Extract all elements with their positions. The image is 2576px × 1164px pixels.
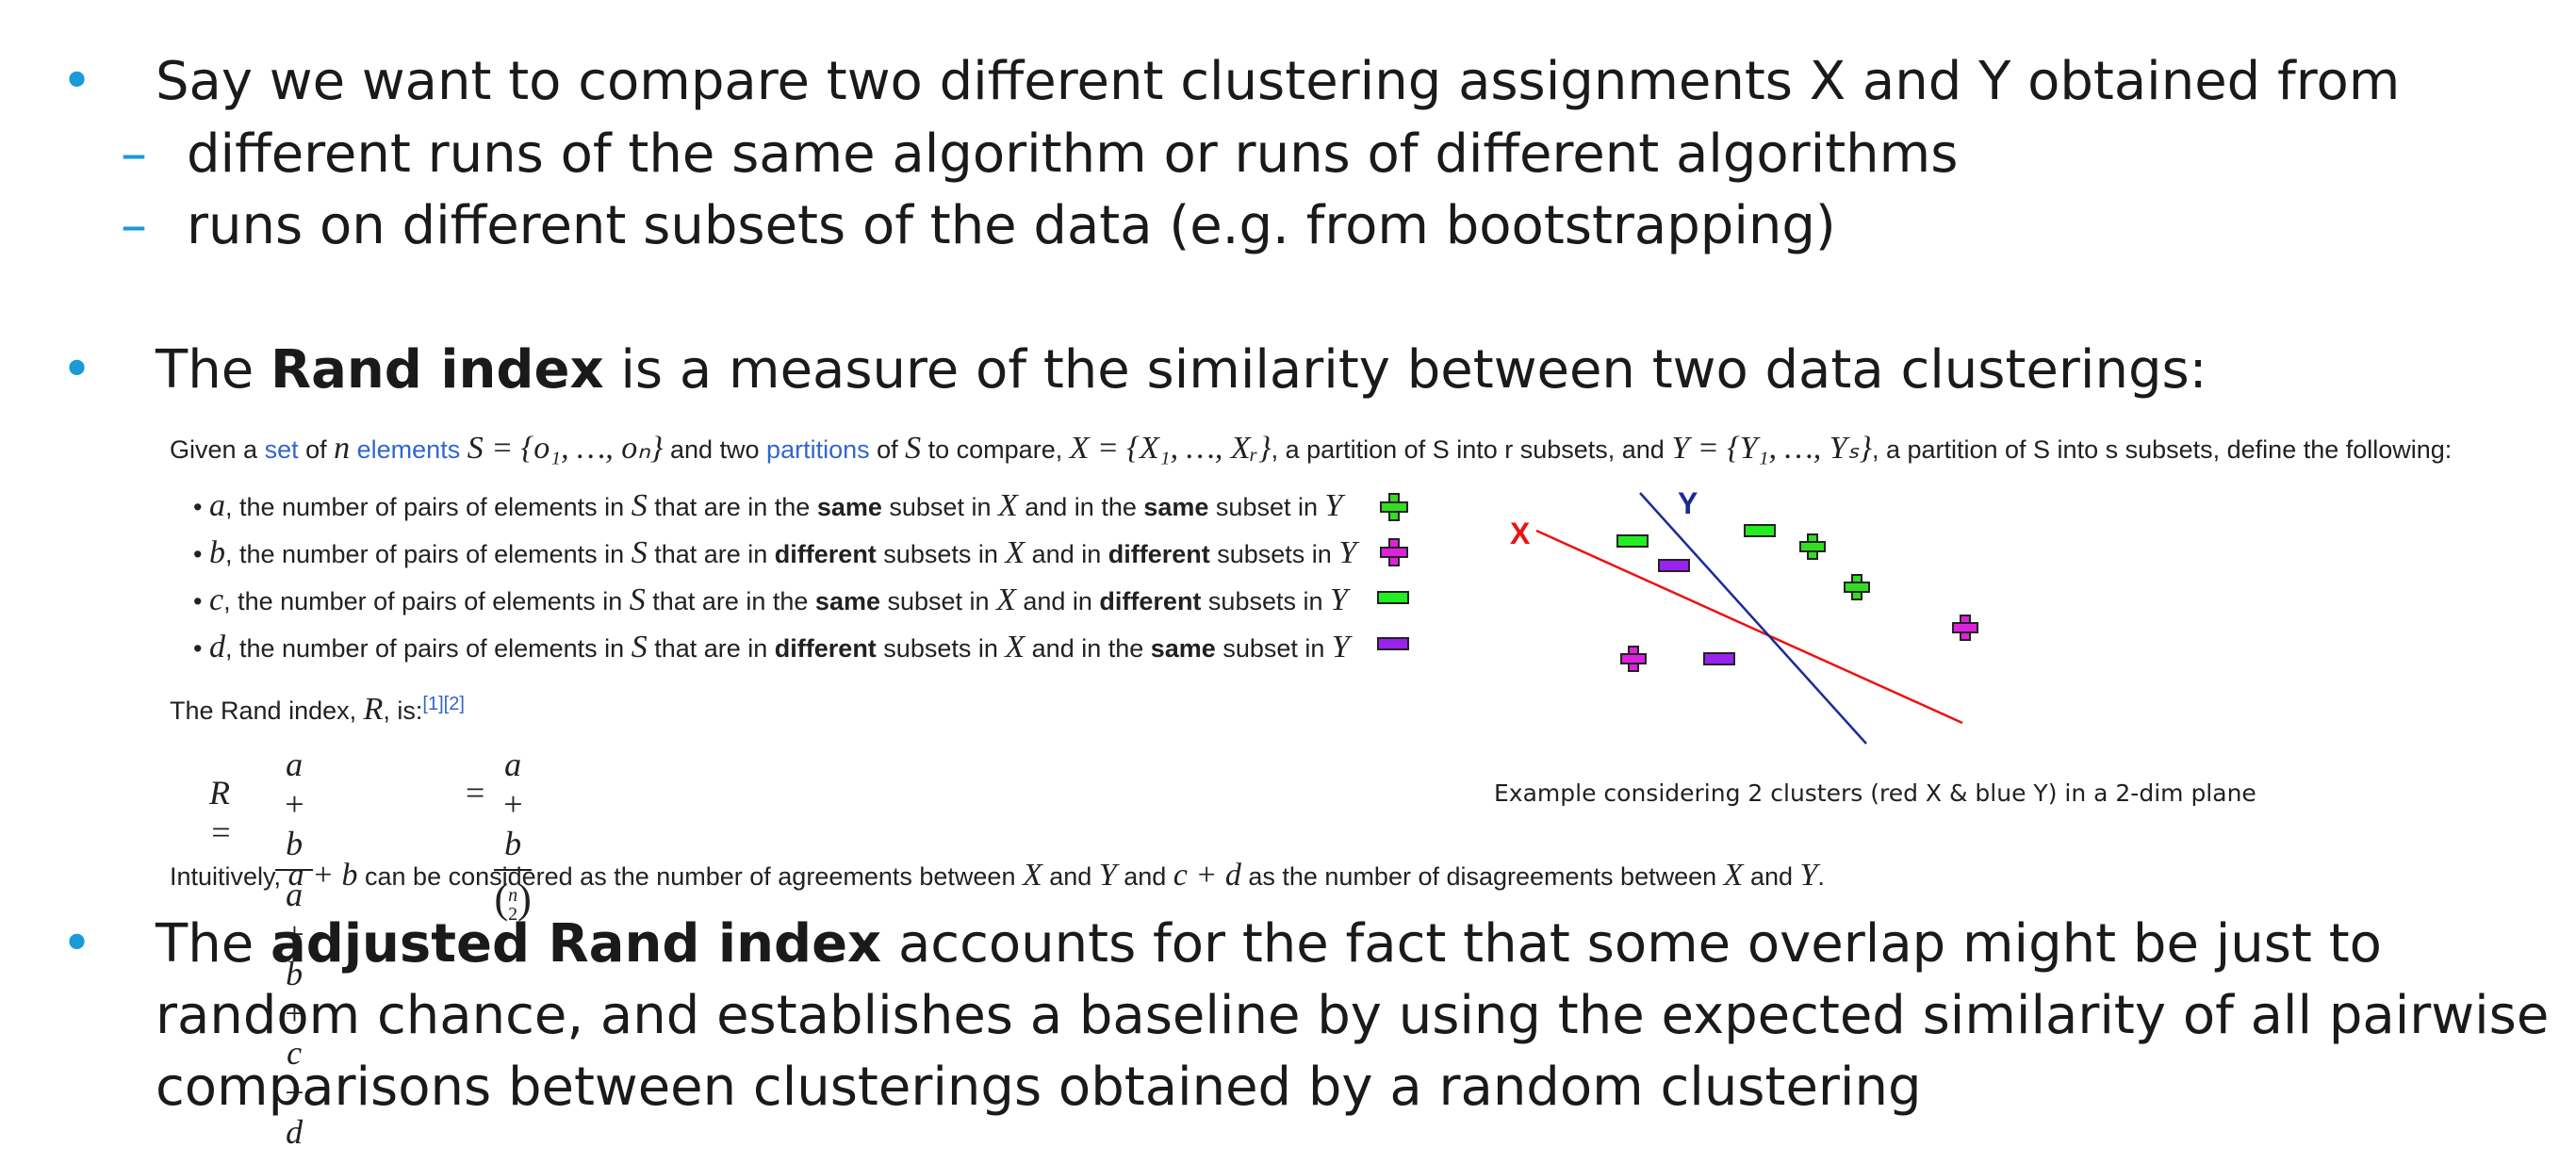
math-R: R xyxy=(363,692,384,727)
sub-bullet-1-text: different runs of the same algorithm or … xyxy=(187,123,1959,185)
rand-is-line: The Rand index, R, is:[1][2] xyxy=(170,692,465,728)
bullet-3-pre: The xyxy=(156,913,271,975)
plus-green-icon xyxy=(1380,493,1408,521)
bullet-1: • Say we want to compare two different c… xyxy=(61,46,2401,118)
adjusted-rand-index-term: adjusted Rand index xyxy=(270,913,882,975)
sub-bullet-dash: – xyxy=(121,195,147,256)
math-S: S xyxy=(905,431,922,466)
math-S-def: S = {o₁, …, oₙ} xyxy=(467,431,664,466)
diagram-caption: Example considering 2 clusters (red X & … xyxy=(1494,779,2256,807)
rand-is-text-1: The Rand index, xyxy=(170,697,364,725)
fraction-2-denominator: (n 2) xyxy=(494,876,532,925)
plus-magenta-point xyxy=(1952,615,1978,641)
given-text-4: of xyxy=(869,435,906,464)
bullet-3-line1-post: accounts for the fact that some overlap … xyxy=(881,913,2382,975)
math-n: n xyxy=(334,431,351,466)
sub-bullet-2: – runs on different subsets of the data … xyxy=(121,190,1836,262)
bullet-dot: • xyxy=(61,913,93,975)
bullet-3: • The adjusted Rand index accounts for t… xyxy=(61,909,2382,980)
fraction-1-denominator: a + b + c + d xyxy=(283,876,306,1151)
label-x: X xyxy=(1510,516,1531,550)
given-text-1: Given a xyxy=(170,435,265,464)
def-row-c: • c, the number of pairs of elements in … xyxy=(193,582,1348,617)
binom-k: 2 xyxy=(508,903,518,925)
intuition-line: Intuitively, a + b can be considered as … xyxy=(170,858,1825,893)
minus-purple-icon xyxy=(1377,637,1409,650)
bullet-2-pre: The xyxy=(156,339,271,401)
minus-purple-point xyxy=(1703,652,1735,665)
minus-green-point xyxy=(1744,524,1776,537)
given-line: Given a set of n elements S = {o₁, …, oₙ… xyxy=(170,429,2452,467)
fraction-2: a + b (n 2) xyxy=(494,745,533,925)
plus-magenta-icon xyxy=(1380,538,1408,566)
def-row-d: • d, the number of pairs of elements in … xyxy=(193,630,1350,664)
cluster-diagram: X Y xyxy=(1510,486,1978,745)
bullet-dot: • xyxy=(61,51,93,112)
def-legend-symbols xyxy=(1377,493,1409,650)
given-text-5: to compare, xyxy=(921,435,1070,464)
minus-green-point xyxy=(1616,534,1649,548)
partitions-link[interactable]: partitions xyxy=(766,435,870,464)
given-text-3: and two xyxy=(663,435,767,464)
cluster-line-y xyxy=(1639,492,1867,745)
rand-index-term: Rand index xyxy=(270,339,604,401)
sub-bullet-1: – different runs of the same algorithm o… xyxy=(121,119,1959,190)
bullet-dot: • xyxy=(61,339,93,401)
binom-n: n xyxy=(508,884,518,906)
bullet-3-line-2: random chance, and establishes a baselin… xyxy=(156,985,2550,1046)
def-row-a: • a, the number of pairs of elements in … xyxy=(193,488,1343,523)
given-text-6: , a partition of S into r subsets, and xyxy=(1271,435,1672,464)
given-text-7: , a partition of S into s subsets, defin… xyxy=(1871,435,2453,464)
plus-magenta-point xyxy=(1620,646,1647,672)
def-row-b: • b, the number of pairs of elements in … xyxy=(193,535,1357,570)
plus-green-point xyxy=(1844,574,1870,600)
bullet-2-post: is a measure of the similarity between t… xyxy=(603,339,2207,401)
fraction-1: a + b a + b + c + d xyxy=(275,745,314,1152)
sub-bullet-2-text: runs on different subsets of the data (e… xyxy=(187,195,1836,256)
fraction-1-numerator: a + b xyxy=(275,745,314,871)
minus-purple-point xyxy=(1658,559,1690,572)
rand-is-text-2: , is: xyxy=(383,697,423,725)
fraction-2-numerator: a + b xyxy=(494,745,533,871)
elements-link[interactable]: elements xyxy=(356,435,461,464)
set-link[interactable]: set xyxy=(264,435,299,464)
bullet-2: • The Rand index is a measure of the sim… xyxy=(61,335,2207,406)
minus-green-icon xyxy=(1377,591,1409,604)
math-Y-def: Y = {Y₁, …, Yₛ} xyxy=(1671,431,1872,466)
sub-bullet-dash: – xyxy=(121,123,147,185)
formula-lhs: R = xyxy=(209,774,233,851)
given-text-2: of xyxy=(298,435,335,464)
bullet-3-line-3: comparisons between clusterings obtained… xyxy=(156,1057,1922,1118)
formula-equals: = xyxy=(466,774,485,812)
math-X-def: X = {X₁, …, Xᵣ} xyxy=(1069,431,1272,466)
reference-links[interactable]: [1][2] xyxy=(422,694,465,714)
plus-green-point xyxy=(1799,533,1826,560)
label-y: Y xyxy=(1678,486,1698,520)
bullet-1-text: Say we want to compare two different clu… xyxy=(156,51,2401,112)
cluster-line-x xyxy=(1535,529,1963,725)
